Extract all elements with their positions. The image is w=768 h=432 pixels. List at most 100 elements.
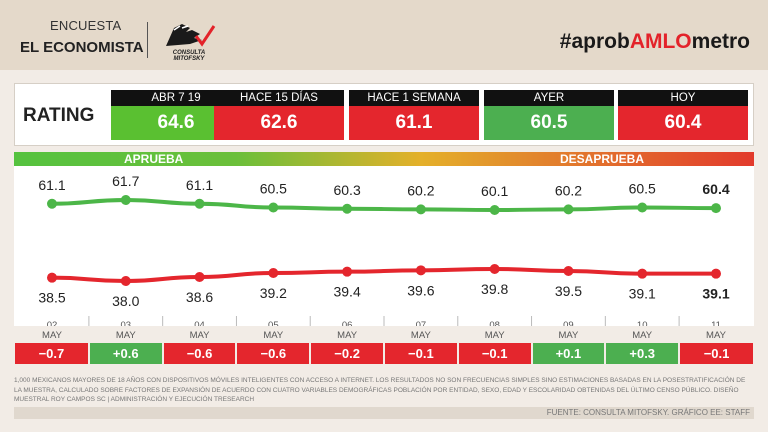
rating-label: RATING [23, 105, 95, 126]
approve-point [194, 198, 205, 209]
disapprove-value-label: 39.4 [333, 284, 360, 300]
rating-card-label: HOY [618, 90, 748, 106]
disapprove-value-label: 38.5 [38, 290, 65, 306]
date-day-label: 03 [120, 320, 131, 326]
date-day-label: 07 [416, 320, 427, 326]
disapprove-value-label: 39.8 [481, 281, 508, 297]
date-day-label: 11 [711, 320, 721, 326]
disapprove-value-label: 39.2 [260, 285, 287, 301]
hashtag-prefix: #aprob [559, 30, 630, 53]
daily-change-cell: +0.1 [532, 343, 605, 364]
daily-change-cell: −0.6 [237, 343, 310, 364]
date-month-label: MAY [558, 330, 579, 341]
disapprove-point [342, 266, 353, 277]
rating-card: HACE 15 DÍAS 62.6 [214, 90, 344, 140]
rating-card-value: 60.4 [618, 106, 748, 140]
approve-line [50, 197, 718, 213]
disapprove-line [50, 266, 718, 284]
daily-change-cell: −0.1 [385, 343, 457, 364]
rating-card: AYER 60.5 [484, 90, 614, 140]
disapprove-point [489, 264, 500, 274]
survey-label: ENCUESTA [50, 18, 122, 33]
daily-change-cell: −0.2 [311, 343, 383, 364]
approve-value-label: 60.4 [702, 181, 729, 197]
daily-change-row: −0.7 +0.6 −0.6 −0.6 −0.2 −0.1 −0.1 +0.1 +0.3 −0.1 [14, 343, 754, 364]
disapprove-point [563, 266, 574, 276]
daily-change-cell: −0.1 [680, 343, 753, 364]
approve-point [342, 203, 353, 214]
legend-disapprove: DESAPRUEBA [560, 152, 645, 166]
date-month-label: MAY [484, 330, 505, 341]
date-month-label: MAY [337, 330, 358, 341]
rating-card-value: 61.1 [349, 106, 479, 140]
approve-value-label: 61.1 [38, 177, 65, 193]
approve-value-label: 60.2 [407, 182, 434, 198]
disapprove-point [415, 265, 426, 276]
approve-point [120, 195, 131, 205]
header: ENCUESTA EL ECONOMISTA CONSULTA MITOFSKY… [0, 0, 768, 70]
approve-point [268, 202, 279, 213]
approve-value-label: 60.2 [555, 182, 582, 198]
approve-point [47, 198, 57, 209]
disapprove-point [637, 268, 648, 279]
publication-name: EL ECONOMISTA [20, 39, 144, 56]
date-day-label: 05 [268, 320, 279, 326]
approve-value-label: 61.1 [186, 177, 213, 193]
disapprove-point [47, 272, 57, 283]
date-day-label: 04 [194, 320, 205, 326]
disapprove-point [268, 268, 279, 278]
date-day-label: 06 [342, 320, 353, 326]
approve-point [489, 205, 500, 215]
disapprove-value-label: 38.6 [186, 289, 213, 305]
approve-value-label: 61.7 [112, 173, 139, 189]
daily-change-cell: +0.3 [606, 343, 679, 364]
disapprove-value-label: 39.6 [407, 282, 434, 298]
rating-card: HOY 60.4 [618, 90, 748, 140]
date-month-label: MAY [632, 330, 653, 341]
rating-card-value: 60.5 [484, 106, 614, 140]
logo-text: CONSULTA MITOFSKY [172, 50, 206, 62]
daily-change-cell: +0.6 [89, 343, 162, 364]
methodology-footnote: 1,000 MEXICANOS MAYORES DE 18 AÑOS CON D… [14, 377, 746, 403]
header-divider [147, 22, 148, 58]
disapprove-value-label: 39.5 [555, 283, 582, 299]
date-month-label: MAY [706, 330, 726, 341]
rating-card-label: HACE 15 DÍAS [214, 90, 344, 106]
rating-card-label: ABR 7 19 [111, 90, 241, 106]
approval-gradient-bar [14, 152, 754, 166]
date-day-label: 08 [489, 320, 500, 326]
hashtag-suffix: metro [691, 30, 750, 53]
disapprove-point [711, 268, 721, 279]
approval-line-chart: 61.1 61.7 61.1 60.5 60.3 60.2 60.1 60.2 60.5 60.4… [14, 166, 754, 326]
disapprove-point [120, 276, 131, 286]
daily-change-cell: −0.1 [458, 343, 531, 364]
footer-bar [14, 407, 754, 419]
rating-card-label: AYER [484, 90, 614, 106]
date-month-label: MAY [263, 330, 284, 341]
rating-panel: RATING ABR 7 19 64.6 HACE 15 DÍAS 62.6 H… [14, 83, 754, 146]
legend-approve: APRUEBA [124, 152, 184, 166]
rating-card-value: 62.6 [214, 106, 344, 140]
approve-value-label: 60.1 [481, 183, 508, 199]
date-day-label: 09 [563, 320, 574, 326]
date-month-label: MAY [115, 330, 136, 341]
date-day-label: 02 [47, 320, 58, 326]
date-month-label: MAY [42, 330, 62, 341]
disapprove-value-label: 39.1 [702, 286, 729, 302]
date-month-label: MAY [189, 330, 210, 341]
approve-point [563, 204, 574, 215]
consulta-mitofsky-logo: CONSULTA MITOFSKY [160, 18, 218, 62]
approve-value-label: 60.5 [629, 181, 656, 197]
disapprove-point [194, 272, 205, 282]
approve-point [415, 204, 426, 215]
rating-card-label: HACE 1 SEMANA [349, 90, 479, 106]
daily-change-cell: −0.7 [15, 343, 88, 364]
approve-point [711, 203, 721, 214]
source-credit: FUENTE: CONSULTA MITOFSKY. GRÁFICO EE: S… [546, 408, 750, 417]
rating-card: HACE 1 SEMANA 61.1 [349, 90, 479, 140]
approve-point [637, 202, 648, 213]
date-day-label: 10 [637, 320, 648, 326]
logo-mark-icon [166, 24, 216, 47]
approve-value-label: 60.3 [333, 182, 360, 198]
hashtag-title: #aprobAMLOmetro [560, 30, 750, 54]
